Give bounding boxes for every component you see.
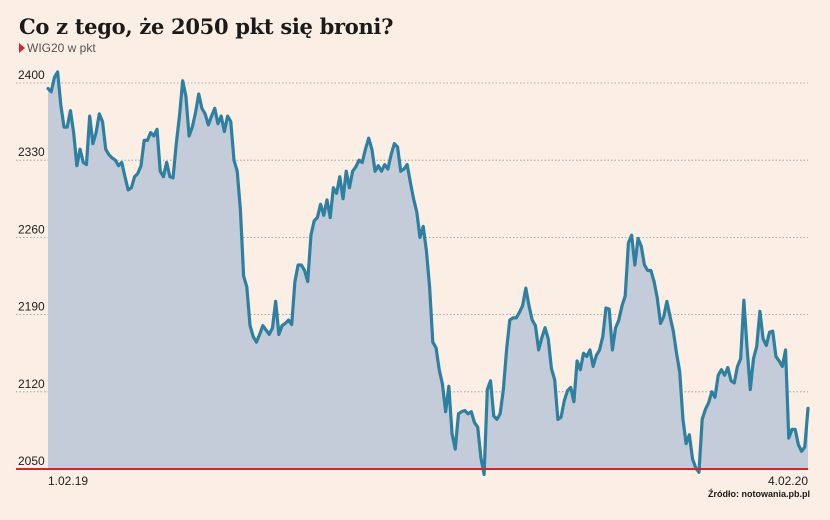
y-tick-label: 2050 bbox=[18, 454, 45, 468]
y-tick-label: 2400 bbox=[18, 68, 45, 82]
x-tick-label: 1.02.19 bbox=[48, 474, 88, 488]
y-tick-label: 2260 bbox=[18, 222, 45, 236]
red-triangle-icon bbox=[19, 43, 25, 53]
x-tick-label: 4.02.20 bbox=[768, 474, 808, 488]
y-tick-label: 2190 bbox=[18, 300, 45, 314]
subtitle-text: WIG20 w pkt bbox=[27, 41, 96, 55]
y-axis-ticks: 2400 2330 2260 2190 2120 2050 bbox=[18, 68, 45, 468]
chart-subtitle: WIG20 w pkt bbox=[19, 41, 96, 55]
y-tick-label: 2330 bbox=[18, 145, 45, 159]
x-axis-ticks: 1.02.19 4.02.20 bbox=[48, 474, 808, 488]
y-tick-label: 2120 bbox=[18, 377, 45, 391]
chart-title: Co z tego, że 2050 pkt się broni? bbox=[19, 14, 394, 39]
source-note: Źródło: notowania.pb.pl bbox=[708, 489, 810, 499]
series-line bbox=[46, 70, 810, 477]
